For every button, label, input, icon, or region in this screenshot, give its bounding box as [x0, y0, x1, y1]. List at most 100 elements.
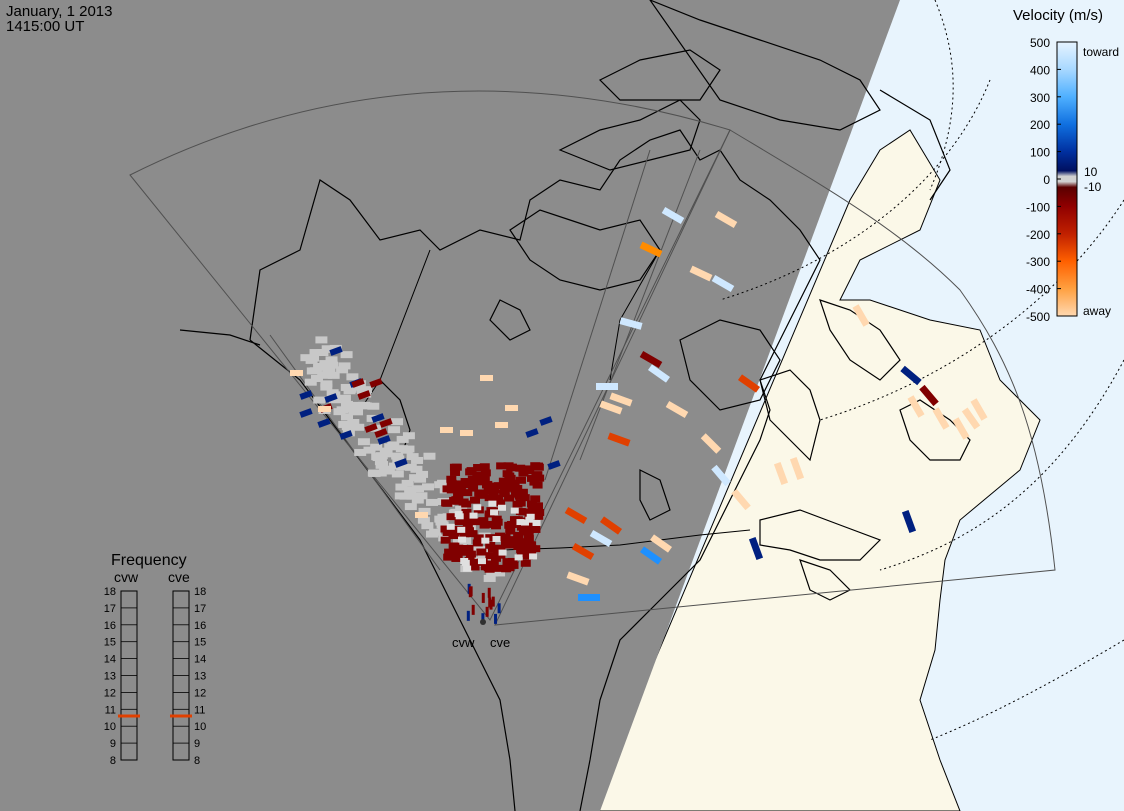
frequency-scale-label: 18 — [104, 586, 116, 598]
velocity-tick-label: 500 — [1030, 36, 1050, 50]
velocity-cell — [510, 485, 521, 493]
velocity-cell — [564, 506, 588, 525]
velocity-cell — [440, 427, 453, 433]
velocity-cell — [609, 392, 633, 407]
velocity-cell — [711, 464, 731, 487]
velocity-cell — [374, 458, 387, 466]
velocity-cell — [711, 274, 735, 293]
velocity-cell — [714, 210, 738, 229]
velocity-tick-label: 0 — [1043, 173, 1050, 187]
velocity-cell — [497, 603, 501, 614]
velocity-cell — [530, 525, 541, 533]
velocity-cell — [402, 432, 415, 440]
velocity-cell — [354, 448, 367, 456]
velocity-cell — [410, 465, 423, 473]
velocity-cell — [485, 534, 496, 542]
velocity-cell — [525, 516, 534, 523]
velocity-cell — [318, 406, 331, 412]
frequency-scale-label: 14 — [194, 654, 206, 666]
velocity-cell — [379, 418, 393, 428]
velocity-cell — [512, 500, 523, 508]
velocity-cell — [507, 557, 518, 565]
velocity-cell — [469, 512, 478, 519]
frequency-scale-label: 8 — [194, 755, 200, 767]
velocity-cell — [371, 413, 385, 423]
velocity-cell — [290, 370, 303, 376]
velocity-cell — [423, 452, 436, 460]
velocity-cell — [319, 360, 332, 368]
velocity-cell — [505, 527, 516, 535]
time-label: 1415:00 UT — [6, 18, 84, 35]
velocity-cell — [494, 613, 498, 624]
velocity-cell — [578, 594, 600, 601]
velocity-cell — [443, 553, 454, 561]
velocity-cell — [316, 349, 329, 357]
velocity-cell — [446, 523, 455, 530]
velocity-cell — [406, 492, 419, 500]
velocity-tick-label: -300 — [1026, 255, 1050, 269]
velocity-cell — [789, 456, 805, 481]
small-positive-label: 10 — [1084, 165, 1098, 179]
velocity-cell — [481, 537, 490, 544]
velocity-cell — [391, 452, 404, 460]
velocity-tick-label: -500 — [1026, 310, 1050, 324]
velocity-cell — [463, 527, 474, 535]
velocity-cell — [485, 541, 496, 549]
velocity-cell — [340, 351, 353, 359]
velocity-cell — [313, 396, 326, 404]
velocity-tick-label: 300 — [1030, 91, 1050, 105]
velocity-cell — [426, 498, 439, 506]
velocity-cell — [495, 422, 508, 428]
velocity-cell — [466, 467, 477, 475]
velocity-cell — [400, 446, 413, 454]
velocity-cell — [498, 477, 509, 485]
velocity-cell — [450, 468, 461, 476]
velocity-cell — [510, 490, 521, 498]
velocity-cell — [471, 604, 475, 615]
velocity-cell — [469, 586, 473, 597]
velocity-cell — [473, 504, 482, 511]
velocity-cell — [639, 350, 663, 369]
velocity-cell — [327, 371, 340, 379]
velocity-cell — [737, 374, 761, 393]
velocity-cell — [375, 452, 388, 460]
velocity-cell — [416, 470, 429, 478]
velocity-cell — [961, 407, 981, 430]
velocity-cell — [367, 469, 380, 477]
velocity-cell — [336, 366, 349, 374]
velocity-cell — [441, 499, 452, 507]
velocity-cell — [526, 544, 537, 552]
velocity-cell — [505, 405, 518, 411]
velocity-cell — [391, 470, 404, 478]
velocity-cell — [448, 531, 459, 539]
velocity-cell — [339, 430, 353, 440]
velocity-cell — [440, 525, 451, 533]
velocity-cell — [418, 507, 431, 515]
frequency-scale-label: 9 — [194, 738, 200, 750]
velocity-cell — [479, 463, 490, 471]
velocity-cell — [665, 400, 689, 419]
velocity-cell — [326, 361, 339, 369]
velocity-cell — [596, 383, 618, 390]
velocity-cell — [384, 443, 397, 451]
velocity-cell — [483, 564, 494, 572]
velocity-cell — [374, 428, 388, 438]
velocity-cell — [461, 518, 472, 526]
frequency-label-cve: cve — [168, 569, 190, 585]
velocity-cell — [352, 423, 365, 431]
velocity-cell — [406, 453, 419, 461]
velocity-cell — [466, 610, 470, 621]
velocity-cell — [299, 408, 313, 418]
velocity-cell — [475, 478, 486, 486]
radar-label-cvw: cvw — [452, 635, 475, 650]
velocity-cell — [388, 426, 401, 434]
velocity-cell — [478, 517, 489, 525]
velocity-cell — [456, 546, 467, 554]
velocity-cell — [639, 546, 663, 565]
velocity-cell — [415, 492, 428, 500]
frequency-scale-label: 16 — [104, 620, 116, 632]
velocity-cell — [499, 488, 510, 496]
velocity-cell — [481, 613, 485, 624]
velocity-cell — [421, 522, 434, 530]
frequency-scale-label: 16 — [194, 620, 206, 632]
